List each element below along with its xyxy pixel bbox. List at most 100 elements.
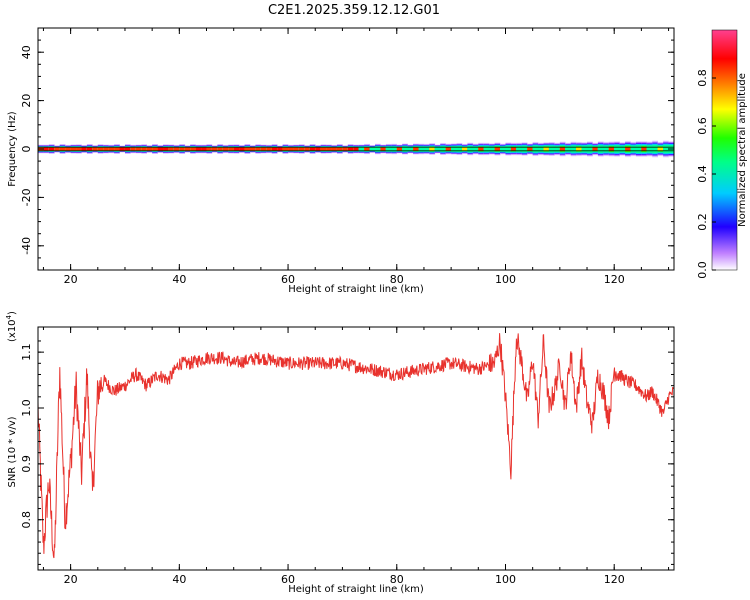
spectral-band-cell	[538, 147, 544, 151]
spectral-band-cell	[173, 147, 180, 151]
spectral-band-cell	[282, 147, 289, 151]
spectral-band-cell	[646, 147, 653, 151]
snr-x-tick-label-3: 80	[390, 573, 404, 586]
spectral-band-cell	[608, 147, 615, 151]
spectral-band-cell	[570, 147, 577, 151]
snr-x-tick-label-0: 20	[64, 573, 78, 586]
spectral-band-cell	[217, 147, 224, 151]
spectral-band-cell	[597, 147, 604, 151]
spectral-band-cell	[201, 147, 207, 151]
spectrogram-y-tick-label-0: 40	[20, 45, 33, 59]
spectral-band-cell	[157, 147, 164, 151]
spectral-band-cell	[527, 147, 533, 151]
colorbar-ticks: 0.0 0.2 0.4 0.6 0.8	[696, 69, 716, 279]
spectral-band-cell	[293, 147, 300, 151]
spectral-band-cell	[635, 147, 642, 151]
spectrogram-y-label: Frequency (Hz)	[7, 111, 18, 187]
spectral-band-cell	[603, 147, 610, 151]
colorbar: 0.0 0.2 0.4 0.6 0.8 Normalized spectral ampl…	[696, 29, 748, 279]
spectral-band-cell	[657, 147, 664, 151]
spectrogram-x-label: Height of straight line (km)	[288, 284, 424, 295]
colorbar-gradient	[711, 29, 738, 271]
snr-x-tick-label-2: 60	[281, 573, 295, 586]
spectral-band-cell	[663, 147, 669, 151]
snr-x-tick-label-1: 40	[172, 573, 186, 586]
spectral-band-cell	[614, 147, 620, 151]
spectral-band-cell	[494, 147, 501, 151]
spectral-band-cell	[331, 147, 338, 151]
spectral-band-cell	[467, 147, 474, 151]
spectral-band-cell	[108, 147, 115, 151]
spectral-band-cell	[396, 147, 403, 151]
spectral-band-cell	[548, 147, 555, 151]
spectral-band-cell	[304, 147, 311, 151]
spectral-band-cell	[260, 147, 267, 151]
snr-series-line	[38, 333, 674, 559]
spectral-band-cell	[320, 147, 327, 151]
colorbar-tick-label-0: 0.0	[696, 261, 709, 279]
spectral-band-cell	[375, 147, 381, 151]
spectral-band-cell	[168, 147, 175, 151]
spectral-band-cell	[369, 147, 376, 151]
spectral-band-cell	[152, 147, 158, 151]
spectral-band-cell	[130, 147, 137, 151]
spectral-band-cell	[543, 147, 550, 151]
spectral-band-cell	[358, 147, 365, 151]
spectral-band-cell	[456, 147, 463, 151]
spectral-band-cell	[423, 147, 430, 151]
snr-y-tick-label-1: 1.0	[20, 399, 33, 417]
spectrogram-panel: 20 40 60 80 100 120 40 20 0 -20 -40 Height of str…	[7, 27, 675, 295]
spectral-band-cell	[141, 147, 148, 151]
colorbar-tick-label-2: 0.4	[696, 165, 709, 183]
spectral-band-cell	[619, 147, 626, 151]
spectrogram-x-tick-label-3: 80	[390, 273, 404, 286]
spectral-band-cell	[92, 147, 99, 151]
spectral-band-cell	[451, 147, 457, 151]
spectrogram-y-tick-label-1: 20	[20, 94, 33, 108]
spectral-band-cell	[472, 147, 479, 151]
spectral-band-cell	[462, 147, 468, 151]
spectrogram-y-ticks: 40 20 0 -20 -40	[20, 27, 674, 271]
snr-panel: 20 40 60 80 100 120 1.1 1.0 0.9 0.8 Height of st…	[5, 311, 675, 595]
spectral-band-cell	[500, 147, 506, 151]
spectral-band-cell	[402, 147, 408, 151]
spectral-band-cell	[119, 147, 126, 151]
snr-y-ticks: 1.1 1.0 0.9 0.8	[20, 340, 674, 565]
spectral-band-cell	[228, 147, 234, 151]
spectral-band-cell	[255, 147, 262, 151]
colorbar-tick-label-1: 0.2	[696, 213, 709, 231]
snr-x-label: Height of straight line (km)	[288, 584, 424, 595]
spectral-band-cell	[114, 147, 120, 151]
spectral-band-cell	[43, 147, 50, 151]
spectrogram-y-tick-label-4: -40	[20, 237, 33, 255]
spectral-band-cell	[184, 147, 191, 151]
snr-plot-area	[38, 327, 674, 570]
spectral-band-cell	[309, 147, 316, 151]
spectral-band-cell	[434, 147, 441, 151]
spectral-band-cell	[86, 147, 93, 151]
spectral-band-cell	[521, 147, 528, 151]
snr-y-tick-label-3: 0.8	[20, 511, 33, 529]
spectrogram-x-tick-label-1: 40	[172, 273, 186, 286]
spectral-band-cell	[413, 147, 419, 151]
snr-y-multiplier-exp: 4	[5, 314, 13, 319]
spectral-band-cell	[195, 147, 202, 151]
spectral-band-cell	[510, 147, 517, 151]
spectral-band-cell	[103, 147, 109, 151]
spectral-band-cell	[76, 147, 82, 151]
spectral-band-cell	[336, 147, 343, 151]
spectral-band-cell	[516, 147, 523, 151]
spectral-band-cell	[353, 147, 360, 151]
spectral-band-cell	[364, 147, 370, 151]
spectral-band-cell	[380, 147, 387, 151]
spectral-band-cell	[489, 147, 495, 151]
spectral-band-cell	[190, 147, 196, 151]
colorbar-tick-label-4: 0.8	[696, 69, 709, 87]
spectral-band-cell	[65, 147, 71, 151]
spectral-band-cell	[418, 147, 425, 151]
spectral-band-cell	[97, 147, 104, 151]
spectral-band-cell	[54, 147, 61, 151]
chart-title: C2E1.2025.359.12.12.G01	[268, 3, 440, 18]
spectrogram-x-tick-label-5: 120	[604, 273, 625, 286]
